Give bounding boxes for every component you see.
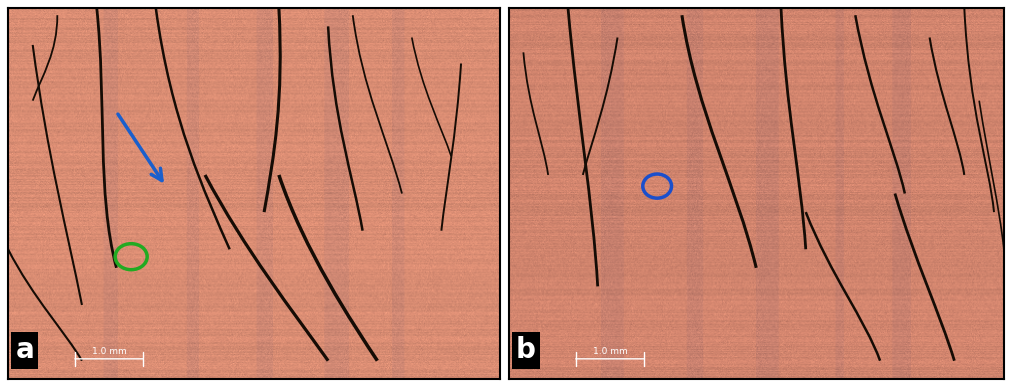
Text: 1.0 mm: 1.0 mm xyxy=(92,347,126,356)
Text: b: b xyxy=(516,336,536,364)
Text: 1.0 mm: 1.0 mm xyxy=(592,347,628,356)
Text: a: a xyxy=(15,336,34,364)
